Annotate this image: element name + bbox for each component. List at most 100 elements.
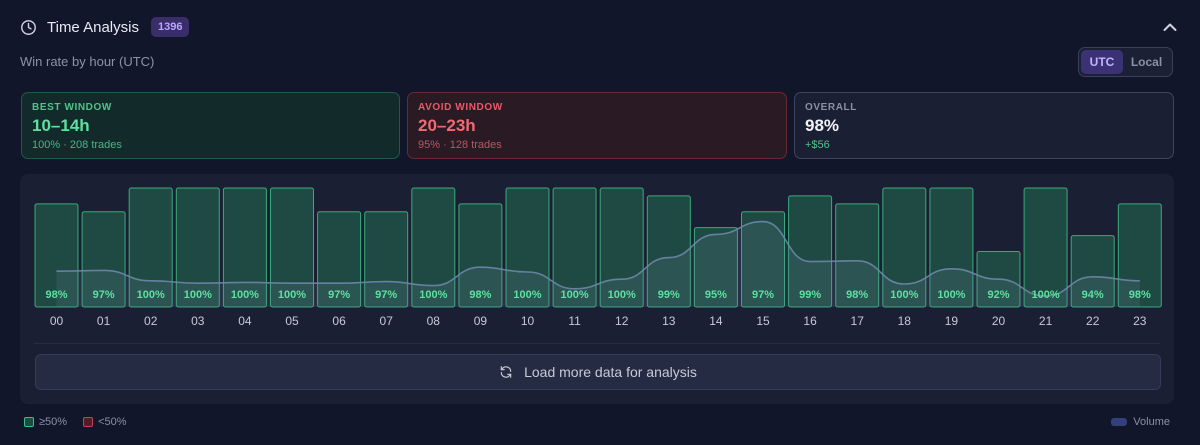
legend-loss: <50% (83, 416, 127, 428)
chart-bar-14[interactable] (693, 227, 738, 308)
bar-value-label: 98% (1129, 289, 1151, 301)
bar-value-label: 95% (705, 289, 727, 301)
hour-tick-label: 08 (427, 314, 441, 328)
legend: ≥50% <50% (24, 416, 143, 428)
section-header: Time Analysis 1396 (20, 14, 190, 40)
chart-bar-11[interactable] (552, 187, 597, 308)
legend-volume-swatch (1111, 418, 1128, 426)
bar-value-label: 99% (658, 289, 680, 301)
bar-value-label: 97% (328, 289, 350, 301)
best-window-label: BEST WINDOW (32, 102, 112, 113)
hour-tick-label: 10 (521, 314, 535, 328)
chart-bar-22[interactable] (1070, 235, 1115, 308)
chevron-up-icon[interactable] (1162, 19, 1178, 35)
hour-tick-label: 21 (1039, 314, 1053, 328)
hour-tick-label: 00 (50, 314, 64, 328)
chart-bar-19[interactable] (929, 187, 974, 308)
chart-bar-17[interactable] (835, 203, 880, 308)
hour-tick-label: 09 (474, 314, 488, 328)
bar-value-label: 100% (278, 289, 306, 301)
bar-value-label: 100% (184, 289, 212, 301)
timezone-toggle: UTC Local (1078, 47, 1173, 77)
utc-toggle-button[interactable]: UTC (1081, 50, 1123, 74)
legend-win-label: ≥50% (39, 416, 68, 428)
refresh-icon (500, 366, 512, 378)
chart-bar-03[interactable] (175, 187, 220, 308)
hour-tick-label: 02 (144, 314, 158, 328)
chart-bar-10[interactable] (505, 187, 550, 308)
bar-value-label: 98% (45, 289, 67, 301)
bar-value-label: 94% (1082, 289, 1104, 301)
avoid-window-card: AVOID WINDOW 20–23h 95% · 128 trades (407, 92, 787, 159)
avoid-window-value: 20–23h (418, 116, 476, 135)
bar-value-label: 100% (419, 289, 447, 301)
bar-value-label: 100% (561, 289, 589, 301)
hour-tick-label: 04 (238, 314, 252, 328)
hourly-win-rate-chart: 98% 00 97% 01 100% 02 100% 03 100% 04 100% 05 97% 06 9… (34, 187, 1162, 328)
section-title: Time Analysis (47, 18, 139, 36)
chart-bar-02[interactable] (128, 187, 173, 308)
hour-tick-label: 07 (380, 314, 394, 328)
bar-value-label: 100% (608, 289, 636, 301)
chart-bar-05[interactable] (270, 187, 314, 308)
chart-bar-07[interactable] (364, 211, 409, 308)
hour-tick-label: 11 (568, 314, 581, 328)
hour-tick-label: 18 (898, 314, 912, 328)
legend-volume-label: Volume (1133, 416, 1170, 428)
avoid-window-detail: 95% · 128 trades (418, 139, 502, 151)
best-window-detail: 100% · 208 trades (32, 139, 122, 151)
bar-value-label: 100% (937, 289, 965, 301)
overall-detail: +$56 (805, 139, 830, 151)
chart-bar-04[interactable] (222, 187, 267, 308)
hour-tick-label: 06 (332, 314, 346, 328)
bar-value-label: 100% (231, 289, 259, 301)
legend-win-swatch (24, 417, 34, 427)
legend-win: ≥50% (24, 416, 67, 428)
divider (34, 343, 1160, 344)
chart-bar-00[interactable] (34, 203, 79, 308)
hour-tick-label: 22 (1086, 314, 1100, 328)
avoid-window-label: AVOID WINDOW (418, 102, 503, 113)
overall-card: OVERALL 98% +$56 (794, 92, 1174, 159)
local-toggle-button[interactable]: Local (1130, 55, 1163, 69)
best-window-card: BEST WINDOW 10–14h 100% · 208 trades (21, 92, 400, 159)
bar-value-label: 92% (987, 289, 1009, 301)
chart-panel: 98% 00 97% 01 100% 02 100% 03 100% 04 100% 05 97% 06 9… (20, 174, 1174, 404)
hour-tick-label: 16 (803, 314, 817, 328)
hour-tick-label: 23 (1133, 314, 1147, 328)
chart-subtitle: Win rate by hour (UTC) (20, 54, 155, 69)
bar-value-label: 99% (799, 289, 821, 301)
chart-bar-08[interactable] (411, 187, 456, 308)
hour-tick-label: 01 (97, 314, 111, 328)
legend-loss-label: <50% (98, 416, 127, 428)
best-window-value: 10–14h (32, 116, 90, 135)
bar-value-label: 100% (513, 289, 541, 301)
chart-bar-01[interactable] (81, 211, 126, 308)
volume-area (56, 221, 1140, 307)
count-badge: 1396 (150, 17, 190, 37)
hour-tick-label: 13 (662, 314, 676, 328)
load-more-button[interactable]: Load more data for analysis (35, 354, 1161, 390)
hour-tick-label: 12 (615, 314, 629, 328)
legend-volume: Volume (1111, 416, 1170, 428)
chart-bar-13[interactable] (646, 195, 691, 308)
chart-bar-16[interactable] (788, 195, 833, 308)
chart-bar-09[interactable] (458, 203, 503, 308)
hour-tick-label: 19 (945, 314, 959, 328)
chart-bar-15[interactable] (741, 211, 785, 308)
legend-loss-swatch (83, 417, 94, 427)
hour-tick-label: 14 (709, 314, 723, 328)
bar-value-label: 98% (846, 289, 868, 301)
bar-value-label: 100% (1032, 289, 1060, 301)
bar-value-label: 97% (93, 289, 115, 301)
bar-value-label: 100% (890, 289, 918, 301)
bar-value-label: 97% (752, 289, 774, 301)
hour-tick-label: 17 (851, 314, 865, 328)
chart-bar-23[interactable] (1117, 203, 1162, 308)
overall-label: OVERALL (805, 102, 857, 113)
chart-bar-18[interactable] (882, 187, 927, 308)
hour-tick-label: 05 (285, 314, 299, 328)
chart-bar-21[interactable] (1023, 187, 1068, 308)
load-more-label: Load more data for analysis (524, 364, 697, 380)
clock-icon (21, 19, 36, 35)
